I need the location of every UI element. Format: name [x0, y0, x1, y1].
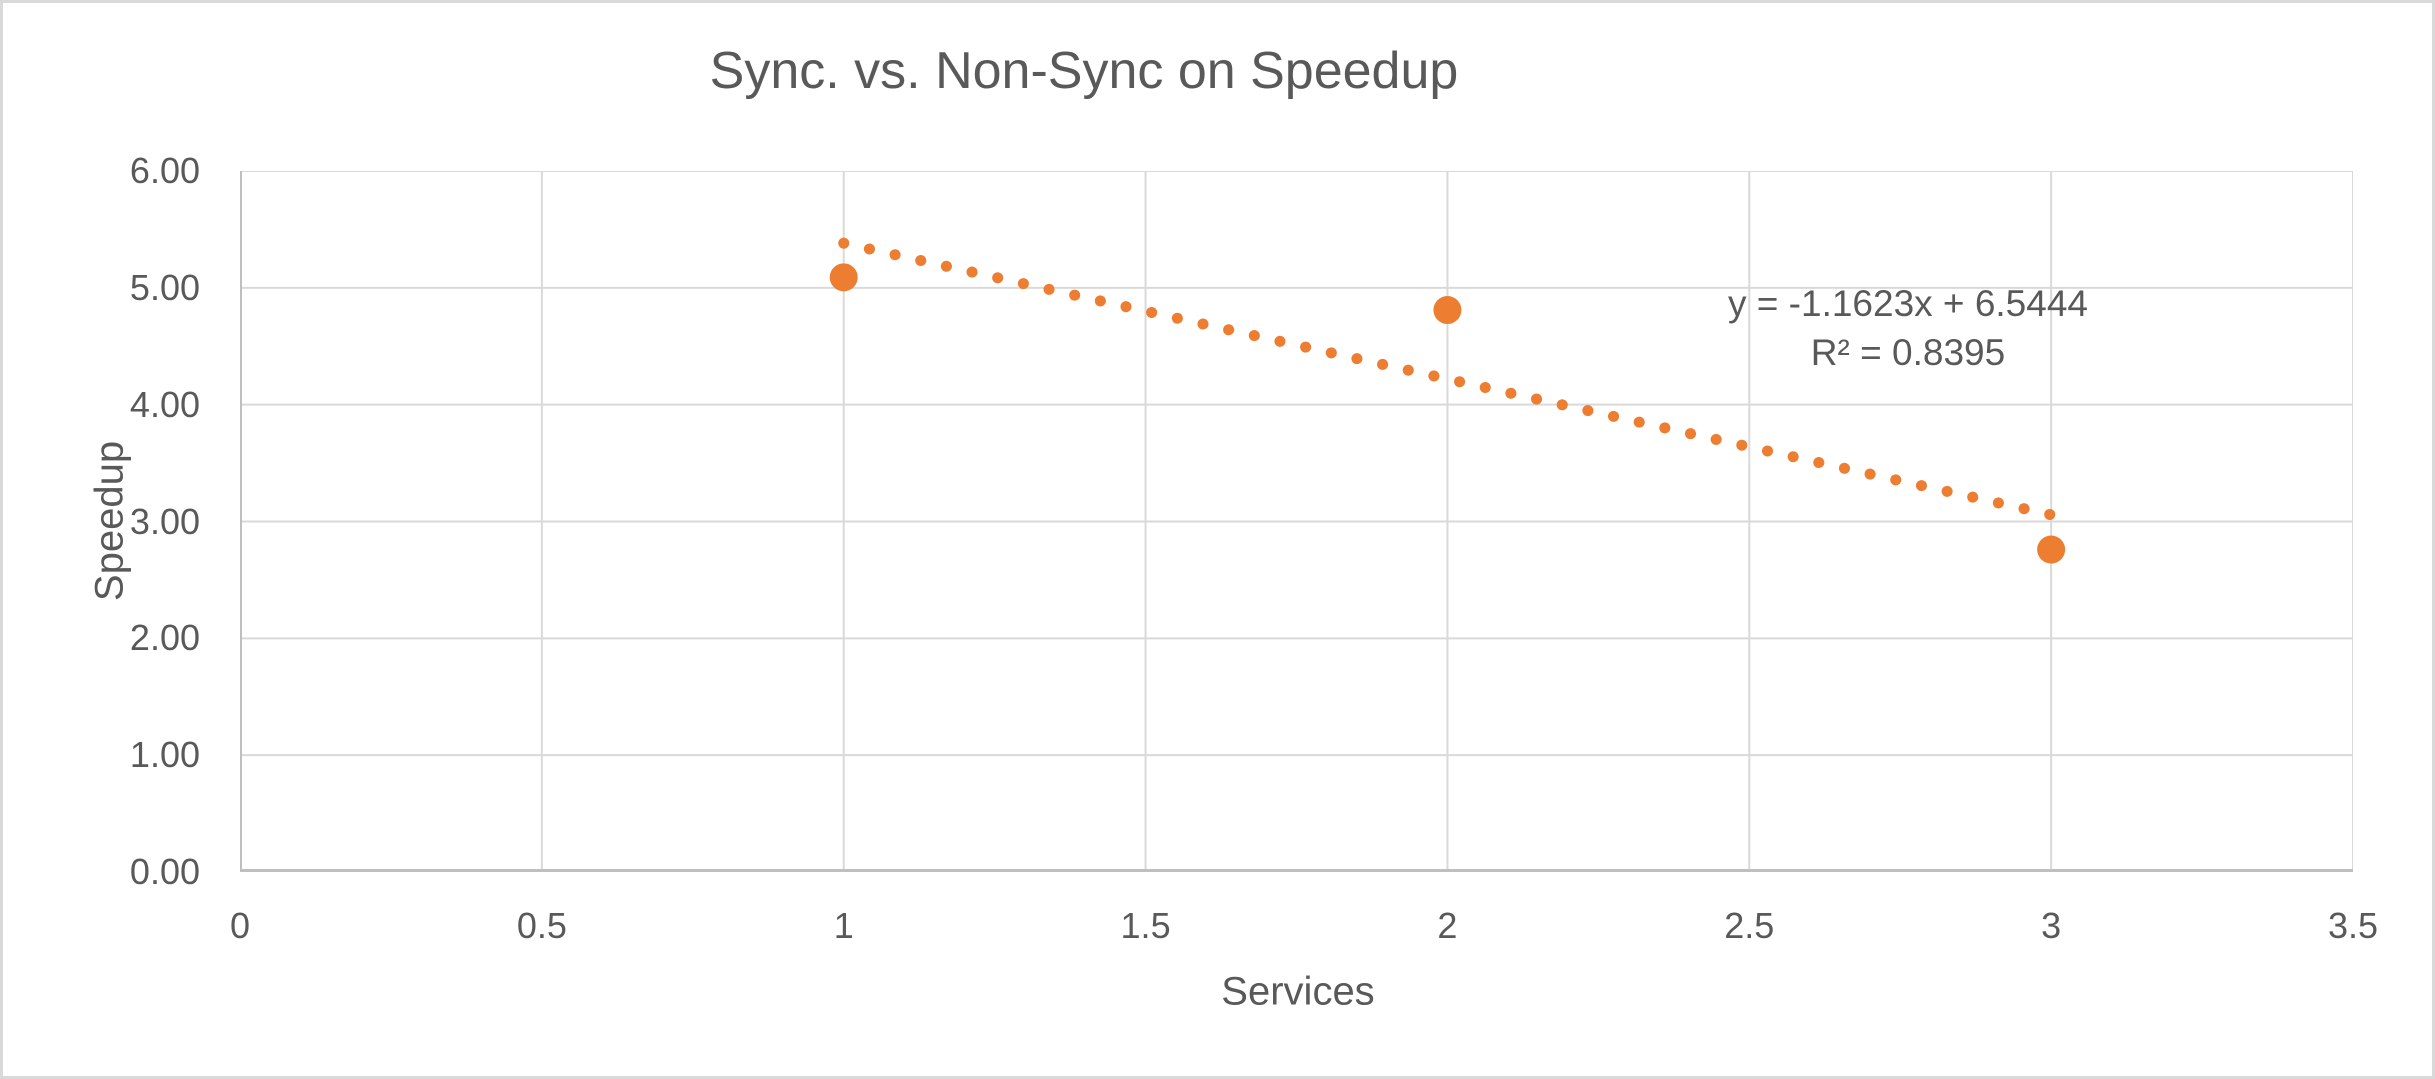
- x-tick-label: 1: [833, 905, 854, 946]
- plot-area: y = -1.1623x + 6.5444 R² = 0.8395: [240, 171, 2353, 872]
- x-tick-label: 3: [2041, 905, 2062, 946]
- x-tick-label: 1.5: [1120, 905, 1171, 946]
- trendline-equation: y = -1.1623x + 6.5444: [1728, 283, 2088, 324]
- trendline: [838, 237, 2057, 521]
- y-tick-label: 4.00: [129, 383, 200, 425]
- y-tick-label: 1.00: [129, 734, 200, 776]
- trendline-label: y = -1.1623x + 6.5444 R² = 0.8395: [1728, 279, 2088, 377]
- y-tick-label: 6.00: [129, 150, 200, 191]
- x-tick-label: 2.5: [1724, 905, 1775, 946]
- x-axis-title: Services: [1221, 969, 1375, 1014]
- x-tick-label: 3.5: [2327, 905, 2379, 946]
- data-point: [2037, 535, 2066, 564]
- x-tick-label: 0.5: [516, 905, 567, 946]
- plot-canvas: [240, 171, 2353, 872]
- y-tick-label: 3.00: [129, 500, 200, 542]
- x-tick-label: 2: [1437, 905, 1458, 946]
- data-point: [1433, 296, 1462, 325]
- data-point: [829, 263, 858, 292]
- y-tick-label: 2.00: [129, 617, 200, 659]
- x-tick-label: 0: [229, 905, 251, 946]
- chart-title: Sync. vs. Non-Sync on Speedup: [709, 42, 1459, 100]
- y-tick-label: 0.00: [129, 851, 200, 892]
- trendline-r-squared: R² = 0.8395: [1810, 332, 2006, 373]
- y-tick-label: 5.00: [129, 266, 200, 308]
